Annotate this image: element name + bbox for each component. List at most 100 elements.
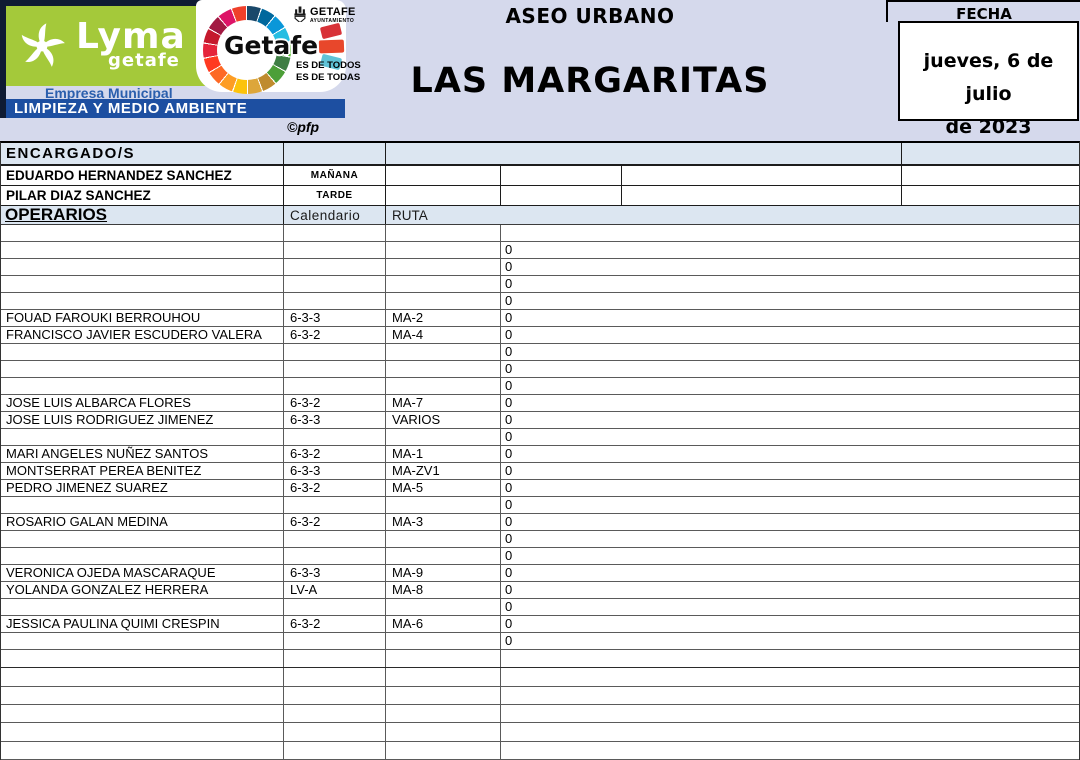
operario-row: PEDRO JIMENEZ SUAREZ 6-3-2 MA-5 0 <box>1 480 1079 497</box>
calendario-cell <box>284 242 386 258</box>
fecha-value-line1: jueves, 6 de julio <box>923 50 1054 105</box>
value-cell: 0 <box>505 327 513 342</box>
operario-row: VERONICA OJEDA MASCARAQUE 6-3-3 MA-9 0 <box>1 565 1079 582</box>
ruta-cell: MA-1 <box>386 446 501 462</box>
calendario-cell: 6-3-2 <box>284 327 386 343</box>
operario-name-cell <box>1 686 284 704</box>
operario-row: 0 <box>1 497 1079 514</box>
service-title: ASEO URBANO <box>505 4 675 28</box>
operario-name-cell <box>1 429 284 445</box>
operario-name-cell <box>1 704 284 723</box>
operario-name-cell <box>1 650 284 668</box>
ruta-cell <box>386 225 501 241</box>
value-cell: 0 <box>505 276 513 291</box>
schedule-table: ENCARGADO/S EDUARDO HERNANDEZ SANCHEZ MA… <box>0 141 1080 760</box>
operario-name-cell <box>1 242 284 258</box>
ruta-cell <box>386 378 501 394</box>
operario-row: YOLANDA GONZALEZ HERRERA LV-A MA-8 0 <box>1 582 1079 599</box>
value-cell: 0 <box>505 463 513 478</box>
empty-row <box>1 650 1079 669</box>
calendario-cell <box>284 276 386 292</box>
encargado-name: PILAR DIAZ SANCHEZ <box>1 186 284 205</box>
operario-name-cell <box>1 741 284 759</box>
calendario-cell: LV-A <box>284 582 386 598</box>
page-header: Lyma getafe Getafe GETAFE AYUNTAMIENTO E <box>0 0 1080 141</box>
calendario-cell: 6-3-2 <box>284 446 386 462</box>
operario-name-cell: JESSICA PAULINA QUIMI CRESPIN <box>1 616 284 632</box>
calendario-cell: 6-3-3 <box>284 565 386 581</box>
value-cell: 0 <box>505 531 513 546</box>
ruta-cell: MA-5 <box>386 480 501 496</box>
operario-name-cell <box>1 531 284 547</box>
department-bar: LIMPIEZA Y MEDIO AMBIENTE <box>6 99 345 118</box>
operario-row: 0 <box>1 259 1079 276</box>
ruta-cell <box>386 723 501 741</box>
lyma-wordmark: Lyma <box>76 16 186 57</box>
fecha-value-line2: de 2023 <box>945 116 1032 138</box>
value-cell: 0 <box>505 548 513 563</box>
value-cell <box>501 650 1079 667</box>
value-cell: 0 <box>505 412 513 427</box>
value-cell <box>501 687 1079 704</box>
empty-cell <box>284 143 386 164</box>
operario-row: 0 <box>1 531 1079 548</box>
calendario-cell <box>284 686 386 704</box>
operario-name-cell: VERONICA OJEDA MASCARAQUE <box>1 565 284 581</box>
ayuntamiento-sub: AYUNTAMIENTO <box>310 18 355 24</box>
ruta-cell <box>386 344 501 360</box>
operarios-rows: 0 0 0 0 FOUAD FAROUKI BERROUHOU 6-3-3 MA-2 0 FRA… <box>1 225 1079 650</box>
ruta-cell <box>386 633 501 649</box>
ruta-cell <box>386 276 501 292</box>
title-block: ASEO URBANO LAS MARGARITAS <box>380 0 800 101</box>
operario-name-cell: ROSARIO GALAN MEDINA <box>1 514 284 530</box>
ruta-cell <box>386 293 501 309</box>
operarios-section-label: OPERARIOS <box>1 206 284 224</box>
value-cell: 0 <box>505 310 513 325</box>
calendario-cell <box>284 723 386 741</box>
calendario-cell <box>284 599 386 615</box>
operario-name-cell <box>1 276 284 292</box>
calendario-cell: 6-3-3 <box>284 463 386 479</box>
value-cell: 0 <box>505 361 513 376</box>
encargado-name: EDUARDO HERNANDEZ SANCHEZ <box>1 166 284 185</box>
value-cell: 0 <box>505 344 513 359</box>
calendario-cell <box>284 497 386 513</box>
calendario-cell <box>284 378 386 394</box>
encargados-section-header-row: ENCARGADO/S <box>1 143 1079 166</box>
operario-name-cell: JOSE LUIS ALBARCA FLORES <box>1 395 284 411</box>
ruta-cell <box>386 259 501 275</box>
operario-name-cell <box>1 378 284 394</box>
ruta-cell: MA-8 <box>386 582 501 598</box>
operario-name-cell: MONTSERRAT PEREA BENITEZ <box>1 463 284 479</box>
operario-row: MARI ANGELES NUÑEZ SANTOS 6-3-2 MA-1 0 <box>1 446 1079 463</box>
operario-name-cell: MARI ANGELES NUÑEZ SANTOS <box>1 446 284 462</box>
encargado-shift: TARDE <box>284 186 386 205</box>
operario-row: 0 <box>1 361 1079 378</box>
ruta-cell <box>386 599 501 615</box>
empty-cell <box>386 143 902 164</box>
getafe-fan-shape-orange <box>318 39 345 54</box>
sdg-ring-center <box>217 20 277 80</box>
value-cell: 0 <box>505 497 513 512</box>
empty-row <box>1 704 1079 724</box>
operario-name-cell <box>1 548 284 564</box>
lyma-swirl-icon <box>21 23 65 67</box>
value-cell: 0 <box>505 378 513 393</box>
ruta-cell <box>386 741 501 759</box>
ruta-cell <box>386 531 501 547</box>
calendario-column-header: Calendario <box>284 206 386 224</box>
value-cell: 0 <box>505 395 513 410</box>
calendario-cell: 6-3-2 <box>284 395 386 411</box>
value-cell <box>501 705 1079 722</box>
operario-name-cell: FOUAD FAROUKI BERROUHOU <box>1 310 284 326</box>
operario-row: JOSE LUIS RODRIGUEZ JIMENEZ 6-3-3 VARIOS 0 <box>1 412 1079 429</box>
ruta-cell: MA-ZV1 <box>386 463 501 479</box>
ruta-cell: VARIOS <box>386 412 501 428</box>
empty-cell <box>622 166 902 185</box>
ayuntamiento-name: GETAFE <box>310 6 356 18</box>
operario-row: JOSE LUIS ALBARCA FLORES 6-3-2 MA-7 0 <box>1 395 1079 412</box>
getafe-slogan-line1: ES DE TODOS <box>296 60 361 71</box>
operario-row <box>1 225 1079 242</box>
value-cell: 0 <box>505 480 513 495</box>
logo-navy-edge-top <box>0 0 212 6</box>
